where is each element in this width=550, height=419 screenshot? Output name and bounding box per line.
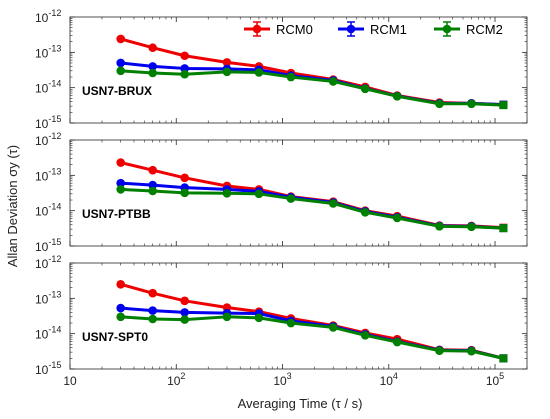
data-point	[180, 188, 189, 198]
data-point	[328, 77, 338, 86]
x-tick-label: 104	[380, 371, 398, 388]
data-point	[499, 354, 508, 363]
x-tick-label: 102	[167, 371, 185, 388]
legend-marker	[346, 24, 356, 34]
data-point	[435, 99, 444, 109]
data-point	[148, 314, 157, 324]
data-point	[180, 308, 189, 317]
panels: 10-1510-1410-1310-12USN7-BRUX10-1510-141…	[35, 8, 528, 388]
data-point	[116, 178, 125, 188]
series-rcm2	[116, 185, 508, 233]
y-tick-label: 10-13	[35, 43, 61, 60]
data-point	[254, 68, 264, 77]
x-axis-label: Averaging Time (τ / s)	[238, 396, 363, 411]
data-point	[116, 158, 125, 167]
panel-label: USN7-BRUX	[82, 84, 152, 98]
data-point	[328, 199, 338, 208]
y-axis-label: Allan Deviation σy (τ)	[5, 145, 20, 267]
series-line	[120, 69, 504, 107]
y-tick-label: 10-12	[35, 254, 61, 271]
panel-label: USN7-PTBB	[82, 207, 151, 221]
data-point	[148, 288, 157, 298]
series-line	[120, 187, 504, 230]
data-point	[392, 337, 402, 347]
data-point	[148, 180, 157, 190]
data-point	[116, 279, 125, 289]
data-point	[222, 312, 232, 322]
y-tick-label: 10-12	[35, 8, 61, 25]
data-point	[222, 58, 232, 67]
y-tick-label: 10-13	[35, 166, 61, 183]
data-point	[148, 306, 157, 315]
data-point	[467, 222, 476, 232]
y-tick-label: 10-13	[35, 289, 61, 306]
data-point	[116, 312, 125, 322]
data-point	[360, 84, 370, 94]
y-tick-label: 10-15	[35, 360, 61, 377]
x-tick-label: 10	[63, 374, 77, 388]
legend-marker	[442, 24, 452, 34]
plot-frame	[69, 16, 528, 124]
data-point	[286, 72, 296, 82]
data-point	[148, 186, 157, 196]
x-tick-label: 105	[486, 371, 504, 388]
panel-2: 10-15 10-14 10-13 10-12 USN7-PTBB	[35, 131, 528, 254]
data-point	[180, 296, 189, 306]
data-point	[148, 68, 157, 78]
plot-frame	[69, 139, 528, 247]
legend-entry-rcm0: RCM0	[244, 21, 313, 37]
legend-entry-rcm2: RCM2	[434, 21, 503, 37]
data-point	[392, 91, 402, 101]
data-point	[116, 66, 125, 76]
data-point	[222, 189, 232, 198]
series-line	[120, 315, 504, 360]
data-point	[180, 315, 189, 324]
series-rcm2	[116, 312, 508, 363]
series-rcm2	[116, 66, 508, 110]
data-point	[328, 323, 338, 332]
data-point	[435, 222, 444, 231]
data-point	[467, 346, 476, 356]
y-tick-label: 10-12	[35, 131, 61, 148]
legend-marker	[252, 24, 262, 34]
y-tick-label: 10-15	[35, 237, 61, 254]
data-point	[180, 173, 189, 183]
data-point	[222, 67, 232, 77]
legend-label: RCM1	[370, 22, 407, 37]
data-point	[286, 318, 296, 328]
data-point	[148, 62, 157, 71]
data-point	[180, 51, 189, 61]
data-point	[180, 69, 189, 79]
data-point	[435, 346, 444, 355]
data-point	[254, 189, 264, 199]
data-point	[148, 165, 157, 175]
panel-3: 10 102 103 104 105 10-15 10-14 10-13 10-12 USN7-S…	[35, 254, 528, 388]
y-tick-label: 10-14	[35, 325, 61, 342]
data-point	[116, 34, 125, 44]
data-point	[148, 43, 157, 53]
data-point	[499, 224, 508, 233]
plot-frame	[69, 262, 528, 370]
legend-label: RCM0	[276, 22, 313, 37]
legend-label: RCM2	[466, 22, 503, 37]
data-point	[392, 213, 402, 223]
y-tick-label: 10-15	[35, 114, 61, 131]
data-point	[360, 330, 370, 340]
legend-entry-rcm1: RCM1	[338, 21, 407, 37]
x-tick-label: 103	[273, 371, 291, 388]
y-tick-label: 10-14	[35, 79, 61, 96]
panel-1: 10-15 10-14 10-13 10-12 USN7-BRUX	[35, 8, 528, 131]
data-point	[116, 58, 125, 68]
data-point	[360, 207, 370, 217]
data-point	[467, 99, 476, 109]
data-point	[116, 303, 125, 313]
legend: RCM0 RCM1 RCM2	[244, 21, 503, 37]
data-point	[254, 313, 264, 323]
data-point	[499, 101, 508, 110]
y-tick-label: 10-14	[35, 202, 61, 219]
data-point	[286, 194, 296, 203]
panel-label: USN7-SPT0	[82, 330, 148, 344]
data-point	[116, 185, 125, 194]
